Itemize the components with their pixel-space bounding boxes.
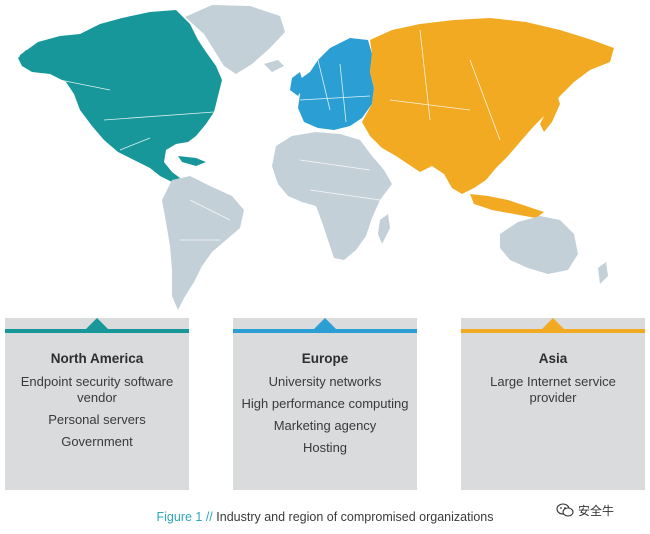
caption-text: Industry and region of compromised organ…	[216, 510, 494, 524]
panel-pointer	[542, 318, 564, 329]
industry-item: High performance computing	[241, 396, 409, 411]
panel-pointer	[314, 318, 336, 329]
north-america-land	[20, 10, 222, 182]
region-panel-asia: Asia Large Internet service provider	[461, 318, 645, 490]
australia-land	[500, 216, 578, 274]
industry-item: Government	[61, 434, 133, 449]
asia-land	[362, 18, 614, 194]
region-title: Asia	[538, 351, 568, 366]
greenland	[185, 5, 285, 74]
industry-list: Endpoint security software vendor Person…	[5, 374, 189, 456]
japan-land	[540, 92, 560, 132]
alaska-land	[18, 50, 36, 66]
world-map	[18, 5, 614, 310]
industry-list: Large Internet service provider	[461, 374, 645, 412]
watermark-text: 安全牛	[578, 503, 615, 518]
south-america-land	[162, 176, 244, 310]
industry-item: Personal servers	[48, 412, 146, 427]
europe-land	[296, 38, 374, 130]
industry-item: Marketing agency	[273, 418, 377, 433]
industry-item: Endpoint security software vendor	[20, 374, 174, 405]
watermark: 安全牛	[556, 499, 640, 521]
panel-pointer	[86, 318, 108, 329]
region-title: Europe	[301, 351, 349, 366]
figure-label: Figure 1 //	[156, 510, 213, 524]
region-title: North America	[50, 351, 144, 366]
panel-accent-bar	[233, 329, 417, 333]
wechat-icon	[556, 503, 574, 517]
industry-item: Large Internet service provider	[490, 374, 616, 405]
caribbean-land	[178, 156, 206, 166]
madagascar-land	[378, 214, 390, 244]
figure-caption: Figure 1 // Industry and region of compr…	[0, 510, 650, 524]
industry-list: University networks High performance com…	[233, 374, 417, 462]
africa-land	[272, 132, 392, 260]
region-panel-europe: Europe University networks High performa…	[233, 318, 417, 490]
british-isles-land	[290, 72, 304, 96]
iceland-land	[264, 60, 284, 72]
region-panel-north-america: North America Endpoint security software…	[5, 318, 189, 490]
panel-accent-bar	[5, 329, 189, 333]
southeast-asia-islands	[470, 194, 544, 218]
industry-item: University networks	[268, 374, 382, 389]
country-borders	[59, 29, 501, 241]
industry-item: Hosting	[302, 440, 348, 455]
new-zealand-land	[598, 262, 608, 284]
panel-accent-bar	[461, 329, 645, 333]
